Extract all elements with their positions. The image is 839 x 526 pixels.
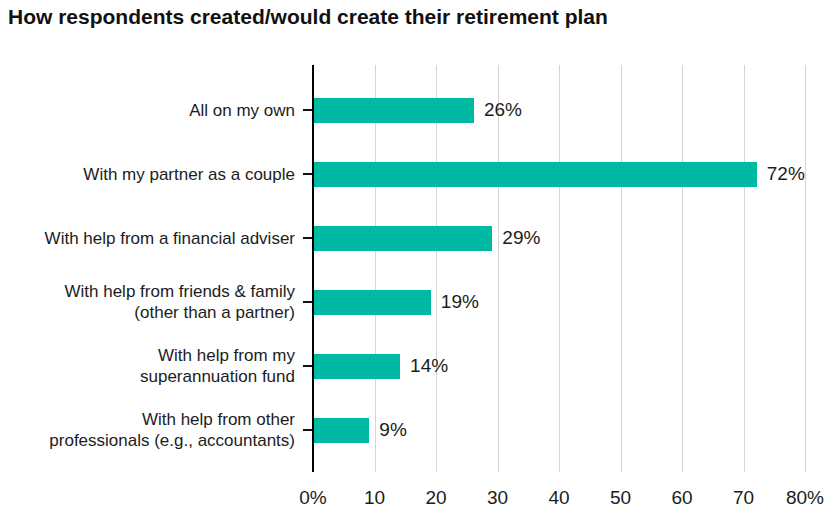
chart-canvas: How respondents created/would create the…: [0, 0, 839, 526]
x-tick-label: 70: [709, 487, 779, 509]
value-label: 72%: [767, 163, 805, 185]
bar-2: [314, 162, 757, 187]
gridline-30: [498, 65, 499, 472]
x-tick-label: 40: [524, 487, 594, 509]
plot-area: 0%1020304050607080% All on my own 26% With …: [0, 0, 839, 526]
gridline-20: [436, 65, 437, 472]
category-tick: [303, 109, 312, 111]
category-label: With help from my superannuation fund: [0, 345, 295, 387]
category-tick: [303, 365, 312, 367]
category-tick: [303, 237, 312, 239]
bar-5: [314, 354, 400, 379]
category-label: With help from a financial adviser: [0, 228, 295, 249]
gridline-70: [744, 65, 745, 472]
category-label: With my partner as a couple: [0, 164, 295, 185]
x-tick-label: 60: [647, 487, 717, 509]
category-tick: [303, 429, 312, 431]
y-axis-line: [312, 65, 314, 472]
bar-6: [314, 418, 369, 443]
gridline-10: [375, 65, 376, 472]
bar-4: [314, 290, 431, 315]
x-tick-label: 50: [586, 487, 656, 509]
category-tick: [303, 301, 312, 303]
x-tick-label: 80%: [770, 487, 839, 509]
category-tick: [303, 173, 312, 175]
value-label: 26%: [484, 99, 522, 121]
value-label: 9%: [379, 419, 406, 441]
category-label: With help from friends & family (other t…: [0, 281, 295, 323]
category-label: With help from other professionals (e.g.…: [0, 409, 295, 451]
value-label: 19%: [441, 291, 479, 313]
bar-1: [314, 98, 474, 123]
gridline-40: [559, 65, 560, 472]
x-tick-label: 30: [463, 487, 533, 509]
value-label: 14%: [410, 355, 448, 377]
value-label: 29%: [502, 227, 540, 249]
x-tick-label: 20: [401, 487, 471, 509]
x-tick-label: 10: [340, 487, 410, 509]
gridline-60: [682, 65, 683, 472]
category-label: All on my own: [0, 100, 295, 121]
x-tick-label: 0%: [278, 487, 348, 509]
gridline-80: [805, 65, 806, 472]
bar-3: [314, 226, 492, 251]
gridline-50: [621, 65, 622, 472]
